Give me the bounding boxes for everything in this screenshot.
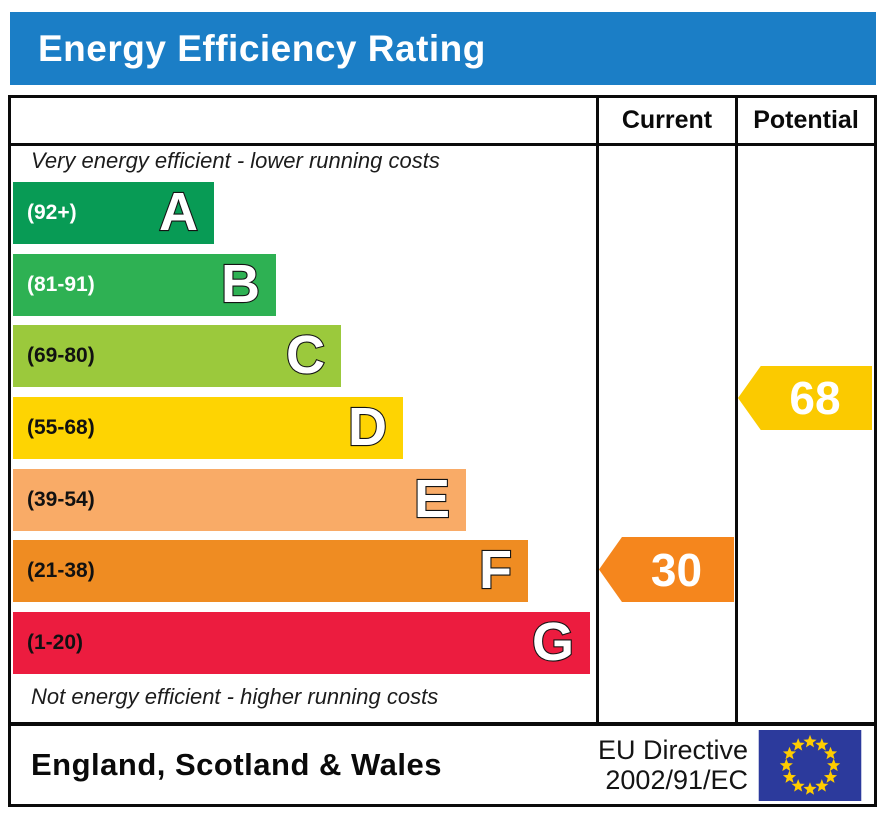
band-c-letter: C: [285, 324, 326, 385]
potential-column-divider: [735, 98, 738, 722]
current-rating-arrow: 30: [599, 537, 734, 602]
band-e-letter: E: [413, 468, 451, 529]
band-a-range: (92+): [27, 201, 77, 224]
band-f-bar: (21-38) F: [13, 540, 528, 602]
band-c-bar: (69-80) C: [13, 325, 341, 387]
band-a-letter: A: [158, 181, 199, 242]
band-e-bar: (39-54) E: [13, 469, 466, 531]
footer-bar: England, Scotland & Wales EU Directive 2…: [8, 723, 877, 807]
column-header-potential: Potential: [753, 106, 859, 134]
eu-directive-line1: EU Directive: [597, 734, 748, 765]
top-note: Very energy efficient - lower running co…: [31, 148, 440, 173]
band-d-bar: (55-68) D: [13, 397, 403, 459]
eu-directive-label: EU Directive 2002/91/EC: [598, 735, 758, 795]
band-e-range: (39-54): [27, 488, 95, 511]
rating-table: Current Potential Very energy efficient …: [8, 95, 877, 725]
band-d-range: (55-68): [27, 416, 95, 439]
band-g-bar: (1-20) G: [13, 612, 590, 674]
band-f-range: (21-38): [27, 559, 95, 582]
current-rating-value: 30: [650, 543, 703, 596]
potential-rating-arrow: 68: [738, 366, 872, 430]
band-d-letter: D: [347, 396, 388, 457]
bottom-note: Not energy efficient - higher running co…: [31, 684, 439, 709]
eu-flag-icon: [758, 729, 862, 801]
title-banner: Energy Efficiency Rating: [10, 12, 876, 85]
band-b-range: (81-91): [27, 273, 95, 296]
current-column-divider: [596, 98, 599, 722]
page-title: Energy Efficiency Rating: [38, 27, 486, 69]
potential-rating-value: 68: [789, 372, 841, 424]
band-b-bar: (81-91) B: [13, 254, 276, 316]
band-c-range: (69-80): [27, 344, 95, 367]
band-g-range: (1-20): [27, 631, 84, 654]
band-g-letter: G: [531, 611, 575, 672]
region-label: England, Scotland & Wales: [31, 747, 442, 782]
eu-directive-line2: 2002/91/EC: [605, 765, 748, 795]
band-a-bar: (92+) A: [13, 182, 214, 244]
eu-flag-stars: [779, 734, 841, 795]
column-header-current: Current: [621, 106, 713, 134]
header-divider: [11, 143, 874, 146]
band-f-letter: F: [478, 539, 513, 600]
band-b-letter: B: [220, 253, 261, 314]
